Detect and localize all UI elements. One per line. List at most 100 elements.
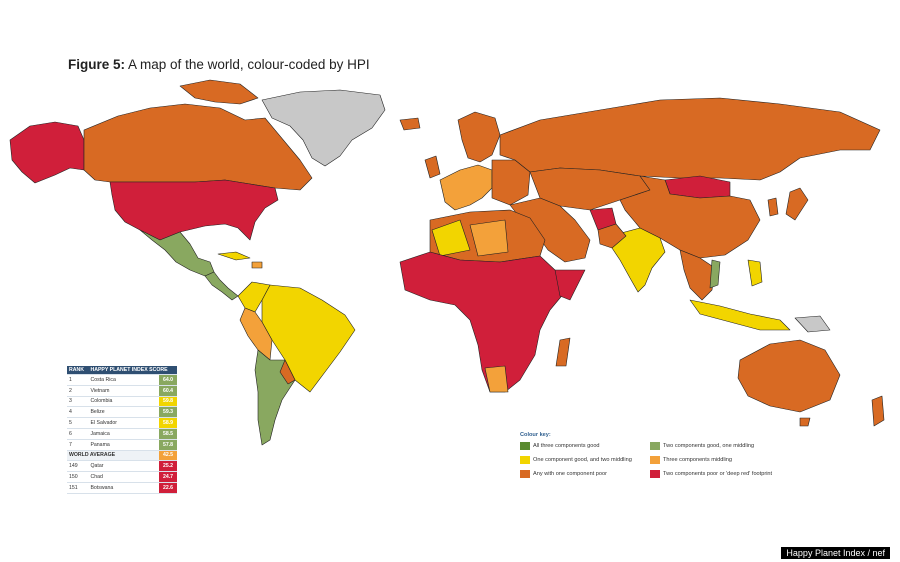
table-row: 150 Chad 24.7 [67,471,177,483]
country-cell: Colombia [88,396,159,408]
table-row: 1 Costa Rica 64.0 [67,374,177,386]
score-cell: 25.2 [159,460,177,473]
rank-cell: 4 [67,406,89,419]
country-cell: Costa Rica [88,374,159,386]
score-cell: 58.9 [159,417,177,429]
horn-of-africa [554,269,586,301]
country-cell: El Salvador [88,417,159,429]
tasmania [799,417,811,427]
mexico [139,229,215,277]
uk [424,155,441,179]
figure-label: Figure 5: [68,57,126,72]
key-item: All three components good [520,442,648,450]
australia [737,339,841,413]
russia [499,97,881,181]
new-guinea [794,315,831,333]
peru-bolivia [239,307,273,361]
key-item: Any with one component poor [520,470,648,478]
sub-saharan-africa [399,251,566,393]
score-cell: 59.8 [159,396,177,408]
libya-egypt [469,219,509,257]
image-credit: Happy Planet Index / nef [781,547,890,559]
rank-cell: 1 [67,374,89,386]
score-cell: 58.5 [159,428,177,440]
canada-arctic-islands [179,79,259,105]
score-cell: 57.8 [159,439,177,451]
key-item: Two components poor or 'deep red' footpr… [650,470,800,478]
table-row: 6 Jamaica 58.5 [67,428,177,440]
score-cell: 24.7 [159,471,177,483]
key-swatch [520,456,530,464]
rank-cell: 151 [67,482,89,494]
india [609,227,666,293]
paraguay [279,359,296,385]
key-label: Two components good, one middling [663,443,755,449]
vietnam [709,259,721,289]
colour-key-grid: All three components good Two components… [520,442,810,478]
table-row: 149 Qatar 25.2 [67,460,177,473]
rank-cell: 5 [67,417,89,429]
indonesia [689,299,791,331]
key-swatch [520,470,530,478]
key-swatch [650,470,660,478]
rank-header: RANK [67,366,89,375]
korea [767,197,779,217]
rank-cell: 6 [67,428,89,440]
score-cell: 60.4 [159,385,177,397]
rank-cell: 149 [67,460,89,473]
key-label: All three components good [533,443,600,449]
key-item: One component good, and two middling [520,456,648,464]
western-europe [439,164,493,211]
rank-cell: 7 [67,439,89,451]
scandinavia [457,111,501,163]
central-america [204,271,239,301]
country-cell: Botswana [88,482,159,494]
hispaniola [251,261,263,269]
key-swatch [520,442,530,450]
world-average-score: 42.5 [159,450,177,462]
country-cell: Chad [88,471,159,483]
world-average-row: WORLD AVERAGE 42.5 [67,450,177,462]
table-row: 3 Colombia 59.8 [67,396,177,408]
rank-cell: 3 [67,396,89,408]
iceland [399,117,421,131]
key-item: Three components middling [650,456,800,464]
country-cell: Panama [88,439,159,451]
table-row: 5 El Salvador 58.9 [67,417,177,429]
country-cell: Belize [88,406,159,419]
table-row: 4 Belize 59.3 [67,406,177,419]
table-row: 2 Vietnam 60.4 [67,385,177,397]
country-cell: Qatar [88,460,159,473]
key-label: Two components poor or 'deep red' footpr… [663,471,773,477]
key-label: Any with one component poor [533,471,608,477]
world-average-label: WORLD AVERAGE [67,450,159,462]
southeast-asia [679,249,716,301]
algeria [431,219,471,257]
madagascar [555,337,571,367]
key-label: One component good, and two middling [533,457,632,463]
score-cell: 59.3 [159,406,177,419]
map-title: Figure 5: A map of the world, colour-cod… [68,57,370,72]
philippines [747,259,763,287]
cuba [217,251,251,261]
key-label: Three components middling [663,457,733,463]
table-row: 7 Panama 57.8 [67,439,177,451]
united-states [109,179,279,241]
greenland [261,89,386,167]
hpi-rank-table: RANK HAPPY PLANET INDEX SCORE 1 Costa Ri… [67,366,177,494]
southern-africa [484,365,509,393]
key-swatch [650,456,660,464]
colour-key-title: Colour key: [520,432,551,438]
key-swatch [650,442,660,450]
rank-table-header: RANK HAPPY PLANET INDEX SCORE [67,366,177,375]
new-zealand [871,395,885,427]
colour-key: Colour key: All three components good Tw… [520,432,810,478]
key-item: Two components good, one middling [650,442,800,450]
pakistan [597,223,627,249]
score-cell: 64.0 [159,374,177,386]
rank-cell: 150 [67,471,89,483]
japan [785,187,809,221]
country-cell: Jamaica [88,428,159,440]
alaska [9,121,85,184]
